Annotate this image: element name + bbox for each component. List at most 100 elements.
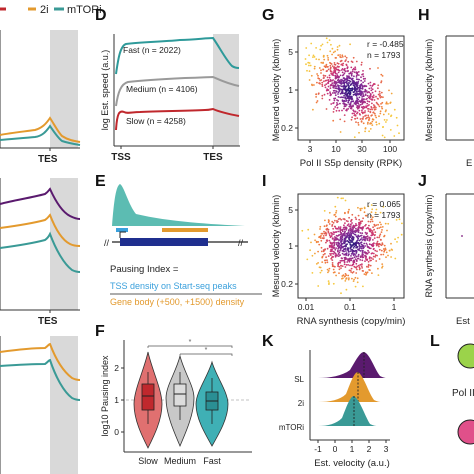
scatter-point <box>354 68 357 70</box>
scatter-point <box>356 73 359 76</box>
scatter-point <box>358 243 361 245</box>
scatter-point <box>316 100 319 102</box>
scatter-point <box>338 44 341 47</box>
scatter-point <box>381 229 383 231</box>
scatter-point <box>352 100 354 103</box>
gene-body-window <box>162 228 208 232</box>
x-tick-label: 2 <box>367 444 372 454</box>
scatter-point <box>350 83 353 85</box>
scatter-point <box>375 95 377 98</box>
scatter-point <box>334 87 337 89</box>
scatter-point <box>356 236 359 239</box>
scatter-point <box>355 223 357 225</box>
scatter-point <box>360 76 362 79</box>
scatter-point <box>329 236 332 239</box>
scatter-point <box>385 256 387 259</box>
x-tick-slow: Slow <box>138 456 158 466</box>
scatter-point <box>355 95 358 97</box>
scatter-point <box>329 250 332 253</box>
scatter-point <box>369 93 372 95</box>
scatter-point <box>361 254 363 257</box>
scatter-point <box>396 241 398 243</box>
scatter-point <box>383 235 385 238</box>
scatter-point <box>365 255 367 258</box>
scatter-point <box>332 253 335 255</box>
scatter-point <box>364 101 366 104</box>
scatter-point <box>355 60 358 63</box>
scatter-point <box>350 218 353 221</box>
scatter-point <box>351 222 353 224</box>
scatter-point <box>396 124 399 127</box>
scatter-point <box>361 207 363 210</box>
scatter-point <box>373 223 376 226</box>
scatter-point <box>329 84 332 87</box>
scatter-point <box>358 78 360 81</box>
scatter-point <box>347 95 350 98</box>
scatter-point <box>384 248 387 251</box>
scatter-point <box>330 257 333 260</box>
scatter-point <box>357 241 360 244</box>
x-tick-label: 100 <box>383 144 397 154</box>
scatter-point <box>343 263 346 266</box>
scatter-point <box>366 94 369 97</box>
scatter-point <box>317 77 320 80</box>
corr-n: n = 1793 <box>367 50 401 60</box>
scatter-point <box>383 250 385 253</box>
scatter-point <box>367 246 369 249</box>
scatter-point <box>341 277 343 280</box>
x-axis-label: Est <box>456 316 470 327</box>
scatter-point <box>318 67 321 69</box>
scatter-point <box>337 253 340 255</box>
box-medium <box>173 383 187 407</box>
scatter-point <box>361 249 364 252</box>
scatter-point <box>319 237 322 239</box>
scatter-point <box>384 110 387 113</box>
scatter-point <box>343 256 346 259</box>
label-slow: Slow (n = 4258) <box>126 116 186 126</box>
scatter-point <box>361 118 364 120</box>
scatter-point <box>352 263 355 266</box>
scatter-point <box>341 242 344 245</box>
scatter-point <box>353 233 356 236</box>
scatter-point <box>321 81 324 84</box>
scatter-point <box>380 253 382 256</box>
scatter-point <box>363 206 366 209</box>
scatter-point <box>347 91 350 94</box>
scatter-point <box>362 78 365 80</box>
scatter-point <box>356 265 358 268</box>
scatter-point <box>366 236 368 238</box>
scatter-point <box>335 109 338 112</box>
scatter-point <box>326 259 328 262</box>
pausing-denominator: Gene body (+500, +1500) density <box>110 297 245 307</box>
scatter-point <box>361 237 363 239</box>
scatter-point <box>339 92 342 95</box>
scatter-point <box>361 253 364 256</box>
scatter-point <box>347 223 350 226</box>
scatter-point <box>381 266 383 269</box>
scatter-point <box>379 211 382 214</box>
scatter-point <box>390 242 392 245</box>
scatter-point <box>353 114 356 117</box>
scatter-point <box>380 223 382 226</box>
scatter-point <box>337 75 339 78</box>
scatter-point <box>353 278 355 281</box>
scatter-point <box>335 210 338 212</box>
scatter-point <box>369 108 372 111</box>
scatter-point <box>351 235 354 238</box>
scatter-point <box>346 234 349 237</box>
scatter-point <box>378 235 381 237</box>
scatter-point <box>346 243 348 246</box>
scatter-point <box>341 252 344 255</box>
scatter-point <box>345 220 348 222</box>
scatter-point <box>360 63 363 66</box>
scatter-point <box>333 97 335 100</box>
corr-n: n = 1793 <box>367 210 401 220</box>
scatter-point <box>341 68 344 70</box>
scatter-point <box>357 121 360 124</box>
scatter-point <box>388 249 391 252</box>
scatter-point <box>326 76 329 79</box>
scatter-point <box>334 71 337 73</box>
scatter-point <box>324 86 327 89</box>
scatter-point <box>380 244 383 247</box>
scatter-point <box>320 232 323 235</box>
